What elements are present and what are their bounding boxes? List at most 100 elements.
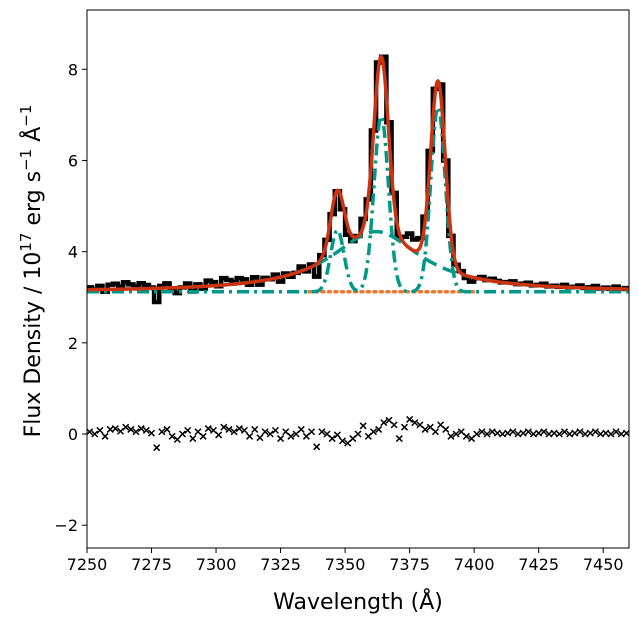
residual-point xyxy=(524,428,532,436)
residual-point xyxy=(235,425,243,433)
residual-point xyxy=(333,431,341,439)
residual-point xyxy=(571,429,579,437)
residual-point xyxy=(560,428,569,436)
x-axis-title: Wavelength (Å) xyxy=(273,588,443,615)
residual-point xyxy=(111,425,119,433)
residual-point xyxy=(375,425,383,433)
residual-point xyxy=(204,425,212,433)
residual-point xyxy=(230,428,238,436)
residual-point xyxy=(452,430,460,438)
residual-point xyxy=(173,435,181,444)
residual-point xyxy=(354,430,362,438)
x-tick-label: 7275 xyxy=(131,555,172,574)
residual-point xyxy=(597,430,605,438)
residual-point xyxy=(261,428,269,436)
residual-point xyxy=(540,428,548,436)
residual-point xyxy=(447,432,455,440)
residual-point xyxy=(96,426,104,434)
y-tick-label: 6 xyxy=(68,151,78,170)
residual-point xyxy=(287,432,295,440)
residual-point xyxy=(158,428,166,436)
residual-point xyxy=(550,429,558,437)
residual-point xyxy=(622,429,629,437)
residual-point xyxy=(106,425,114,433)
y-tick-label: 2 xyxy=(68,334,78,353)
y-tick-label: 4 xyxy=(68,243,78,262)
x-tick-label: 7425 xyxy=(518,555,559,574)
residual-point xyxy=(478,428,486,436)
residual-point xyxy=(137,425,145,433)
plot-frame xyxy=(86,9,630,549)
residual-point xyxy=(122,423,130,431)
residual-point xyxy=(395,435,403,443)
residual-point xyxy=(581,430,589,438)
residual-point xyxy=(142,426,150,434)
residual-point xyxy=(132,428,140,436)
residual-point xyxy=(308,428,316,436)
x-tick-label: 7400 xyxy=(454,555,495,574)
residual-point xyxy=(266,430,274,438)
residual-point xyxy=(617,430,625,438)
residual-point xyxy=(514,430,522,438)
y-tick-label: 0 xyxy=(68,425,78,444)
residual-point xyxy=(163,425,171,433)
y-tick-label: 8 xyxy=(68,60,78,79)
y-axis-title-exp1: 17 xyxy=(17,233,35,252)
residual-point xyxy=(271,426,279,434)
residual-point xyxy=(184,426,192,434)
residual-point xyxy=(400,423,408,431)
x-tick-label: 7325 xyxy=(260,555,301,574)
residual-point xyxy=(586,429,594,437)
residual-point xyxy=(199,432,207,440)
residual-point xyxy=(483,430,491,438)
residual-point xyxy=(127,425,135,433)
residual-point xyxy=(545,430,553,438)
residual-point xyxy=(504,429,512,437)
residual-point xyxy=(499,430,507,438)
residual-point xyxy=(380,419,388,427)
residual-point xyxy=(431,428,439,436)
y-tick-label: −2 xyxy=(54,516,78,535)
residual-point xyxy=(473,430,481,438)
residual-point xyxy=(612,428,620,436)
residual-point xyxy=(591,428,599,436)
plot-inner xyxy=(87,54,629,452)
residual-point xyxy=(220,423,228,431)
residual-point xyxy=(602,429,610,437)
residual-point xyxy=(87,428,94,436)
residual-point xyxy=(462,432,470,440)
residual-point xyxy=(277,435,285,443)
residual-point xyxy=(256,434,264,442)
y-axis-title-exp3: −1 xyxy=(17,105,35,127)
residual-point xyxy=(318,428,326,436)
y-axis-title-main: Flux Density / 10 xyxy=(21,252,46,438)
plot-area xyxy=(86,9,630,549)
residual-point xyxy=(215,431,223,439)
residual-point xyxy=(576,428,584,436)
residual-point xyxy=(91,430,99,438)
residual-point xyxy=(509,428,517,436)
residual-point xyxy=(178,430,187,438)
residual-point xyxy=(147,429,156,437)
x-tick-label: 7450 xyxy=(583,555,624,574)
series-data-spectrum xyxy=(87,54,629,305)
x-tick-label: 7300 xyxy=(196,555,237,574)
series-narrow-components xyxy=(87,104,629,294)
residual-point xyxy=(442,425,450,433)
residual-point xyxy=(313,443,321,451)
residual-point xyxy=(359,422,367,430)
residual-point xyxy=(488,428,496,436)
residual-point xyxy=(493,429,501,437)
residual-point xyxy=(535,429,543,437)
residual-point xyxy=(555,430,563,438)
y-axis-title-unit1: erg s xyxy=(21,171,46,233)
x-tick-label: 7350 xyxy=(325,555,366,574)
residual-point xyxy=(153,444,161,452)
residual-point xyxy=(168,432,176,440)
series-total-fit xyxy=(87,54,629,292)
residual-point xyxy=(519,429,527,437)
residual-point xyxy=(390,421,398,429)
residual-point xyxy=(338,437,347,445)
residual-point xyxy=(251,425,259,433)
y-axis-title-unit2: Å xyxy=(19,127,46,149)
